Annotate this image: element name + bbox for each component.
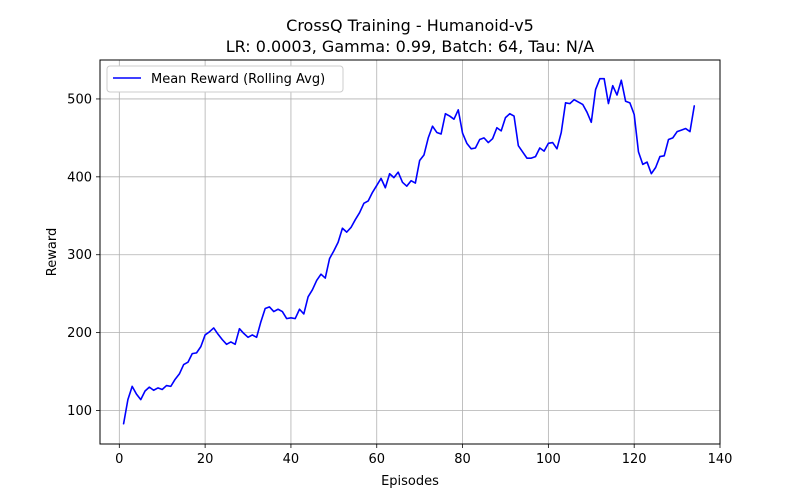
x-axis-label: Episodes [381, 474, 439, 489]
y-tick-label: 400 [67, 170, 92, 185]
chart-title: CrossQ Training - Humanoid-v5 [286, 16, 534, 35]
x-tick-label: 120 [622, 452, 647, 467]
x-tick-label: 140 [708, 452, 733, 467]
y-tick-label: 500 [67, 92, 92, 107]
plot-area-frame [99, 59, 721, 445]
legend-label: Mean Reward (Rolling Avg) [151, 72, 325, 87]
legend: Mean Reward (Rolling Avg) [106, 65, 344, 93]
x-tick-label: 100 [536, 452, 561, 467]
y-tick-label: 200 [67, 326, 92, 341]
grid-lines [100, 60, 721, 444]
y-axis-label: Reward [45, 228, 60, 276]
x-tick-label: 40 [283, 452, 300, 467]
chart-subtitle: LR: 0.0003, Gamma: 0.99, Batch: 64, Tau:… [226, 37, 595, 56]
x-tick-label: 0 [115, 452, 123, 467]
y-tick-label: 100 [67, 404, 92, 419]
x-axis: 0 20 40 60 80 100 120 140 [115, 444, 732, 467]
series-layer [122, 77, 696, 425]
y-tick-label: 300 [67, 248, 92, 263]
y-axis: 100 200 300 400 500 [67, 92, 100, 419]
x-tick-label: 20 [197, 452, 214, 467]
legend-box [106, 65, 344, 93]
x-tick-label: 80 [454, 452, 471, 467]
series-line [122, 77, 696, 425]
x-tick-label: 60 [368, 452, 385, 467]
